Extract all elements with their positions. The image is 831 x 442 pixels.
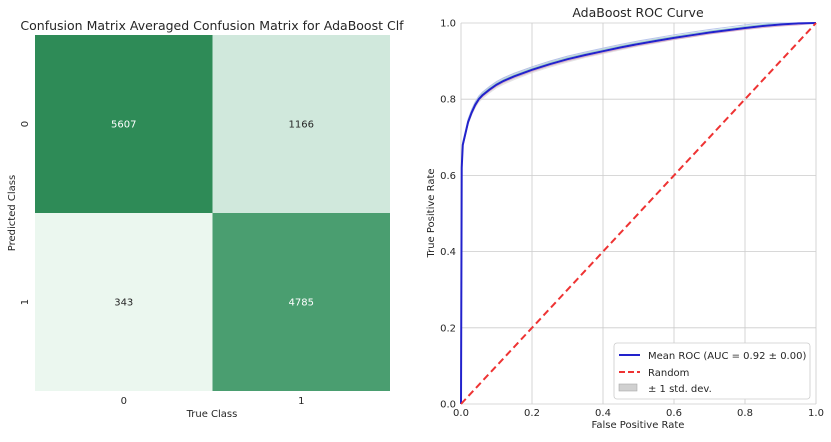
heatmap-cell [35, 35, 213, 213]
heatmap-cell-value: 1166 [289, 120, 314, 131]
roc-x-tick-label: 0.6 [666, 408, 682, 419]
roc-x-tick-label: 0.8 [737, 408, 753, 419]
heatmap-y-tick-label: 0 [20, 121, 31, 127]
legend-label-random: Random [648, 368, 689, 379]
roc-y-tick-label: 1.0 [440, 19, 456, 30]
heatmap-y-tick-label: 1 [20, 299, 31, 305]
roc-ylabel: True Positive Rate [426, 168, 437, 258]
roc-y-tick-label: 0.2 [440, 323, 456, 334]
heatmap-ylabel: Predicted Class [7, 175, 18, 251]
roc-x-tick-label: 0.2 [524, 408, 540, 419]
roc-fold-curve [460, 22, 816, 405]
legend-frame [613, 342, 811, 400]
roc-y-tick-label: 0.0 [440, 400, 456, 411]
roc-y-tick-label: 0.8 [440, 95, 456, 106]
roc-legend: Mean ROC (AUC = 0.92 ± 0.00) Random ± 1 … [613, 342, 811, 400]
roc-chart: AdaBoost ROC Curve 0.0 0.2 0.4 0.6 0.8 1.0 0.0… [426, 5, 824, 431]
roc-y-tick-label: 0.6 [440, 171, 456, 182]
heatmap-cell-value: 5607 [111, 120, 136, 131]
roc-xlabel: False Positive Rate [592, 420, 685, 431]
legend-label-std-band: ± 1 std. dev. [648, 384, 712, 395]
roc-x-tick-label: 1.0 [808, 408, 824, 419]
heatmap-cell-value: 343 [114, 298, 133, 309]
legend-swatch-std-band [618, 383, 638, 392]
heatmap-x-tick-label: 0 [121, 396, 127, 407]
heatmap-cell [35, 213, 213, 391]
roc-x-tick-label: 0.0 [453, 408, 469, 419]
heatmap-cell [212, 213, 390, 391]
heatmap-cell [212, 35, 390, 213]
confusion-matrix-heatmap: Confusion Matrix Averaged Confusion Matr… [7, 18, 404, 420]
roc-random-line [460, 22, 817, 405]
heatmap-x-tick-label: 1 [298, 396, 304, 407]
legend-label-mean-roc: Mean ROC (AUC = 0.92 ± 0.00) [648, 351, 806, 362]
heatmap-xlabel: True Class [186, 409, 238, 420]
roc-x-tick-label: 0.4 [595, 408, 611, 419]
roc-mean-curve [460, 22, 817, 405]
heatmap-title: Confusion Matrix Averaged Confusion Matr… [20, 18, 404, 33]
roc-y-tick-label: 0.4 [440, 247, 456, 258]
heatmap-cell-value: 4785 [289, 298, 314, 309]
roc-title: AdaBoost ROC Curve [572, 5, 704, 20]
